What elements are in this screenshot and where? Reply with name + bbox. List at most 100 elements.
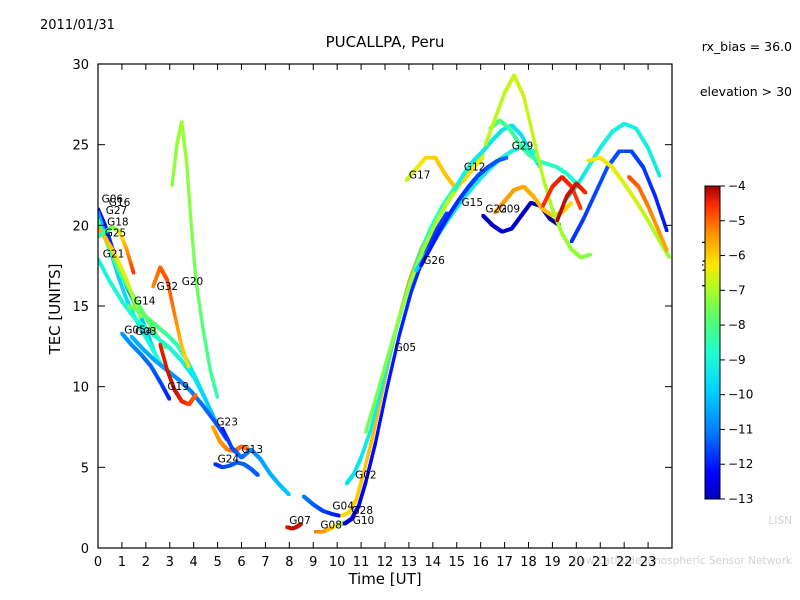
x-tick-label: 14 [425, 555, 442, 570]
data-series [120, 331, 171, 401]
satellite-label: G06 [102, 194, 124, 206]
y-tick-label: 20 [72, 219, 89, 234]
x-tick-label: 11 [353, 555, 370, 570]
colorbar-tick-label: −10 [728, 388, 753, 402]
x-tick-label: 17 [496, 555, 513, 570]
x-tick-label: 9 [309, 555, 317, 570]
elevation-text: elevation > 30 [699, 84, 792, 100]
satellite-label: G05 [395, 342, 417, 354]
data-series [158, 343, 198, 407]
satellite-label: G27 [106, 205, 128, 217]
x-tick-label: 18 [520, 555, 537, 570]
satellite-label: G21 [103, 249, 125, 261]
x-tick-label: 22 [616, 555, 633, 570]
x-tick-label: 23 [640, 555, 657, 570]
x-tick-label: 19 [544, 555, 561, 570]
satellite-label: G32 [157, 281, 179, 293]
data-series [302, 494, 341, 518]
colorbar-tick-label: −7 [728, 283, 746, 297]
x-tick-label: 20 [568, 555, 585, 570]
data-series [213, 460, 260, 477]
satellite-label: G23 [216, 416, 238, 428]
x-tick-label: 4 [190, 555, 198, 570]
x-tick-label: 5 [213, 555, 221, 570]
satellite-label: G04 [332, 500, 354, 512]
x-tick-label: 12 [377, 555, 394, 570]
satellite-label: G29 [512, 141, 534, 153]
y-tick-label: 30 [72, 58, 89, 73]
data-series [127, 304, 217, 423]
y-tick-label: 10 [72, 381, 89, 396]
x-tick-label: 10 [329, 555, 346, 570]
watermark-fullname: Low-Latitude Ionospheric Sensor Network [573, 554, 792, 567]
data-series [569, 149, 669, 244]
satellite-label: G17 [409, 170, 431, 182]
data-series [627, 175, 669, 252]
y-tick-label: 5 [81, 461, 89, 476]
y-tick-label: 0 [81, 542, 89, 557]
y-tick-label: 25 [72, 139, 89, 154]
watermark: LISN Low-Latitude Ionospheric Sensor Net… [574, 489, 792, 594]
satellite-label: G12 [464, 162, 486, 174]
satellite-label: G10 [353, 515, 375, 527]
x-tick-label: 16 [472, 555, 489, 570]
watermark-acronym: LISN [768, 515, 792, 528]
satellite-label: G07 [289, 515, 311, 527]
x-tick-label: 15 [448, 555, 465, 570]
data-series [419, 156, 509, 268]
satellite-label: G08 [320, 520, 342, 532]
colorbar-ticks: −4 −5 −6 −7 −8 −9 −10 −11 −12 −13 [720, 179, 753, 506]
y-tick-label: 15 [72, 300, 89, 315]
satellite-label: G05a [124, 324, 152, 336]
satellite-label: G25 [105, 228, 127, 240]
satellite-label: G26 [423, 255, 445, 267]
satellite-label: G15 [462, 197, 484, 209]
rx-bias-text: rx_bias = 36.0 [701, 38, 792, 54]
colorbar-tick-label: −4 [728, 179, 746, 193]
x-axis-label: Time [UT] [348, 570, 422, 588]
colorbar-tick-label: −8 [728, 318, 746, 332]
annotation-block: rx_bias = 36.0 elevation > 30 [700, 8, 792, 130]
satellite-label: G03 [135, 326, 157, 338]
satellite-label: G19 [167, 381, 189, 393]
colorbar-tick-label: −5 [728, 214, 746, 228]
x-tick-label: 0 [94, 555, 102, 570]
colorbar-tick-label: −11 [728, 422, 753, 436]
data-series [151, 265, 191, 369]
data-series [404, 153, 485, 189]
page-title: PUCALLPA, Peru [325, 33, 445, 51]
x-tick-label: 2 [142, 555, 150, 570]
satellite-label: G24 [218, 454, 240, 466]
data-series [220, 427, 291, 496]
date-label: 2011/01/31 [40, 18, 115, 33]
data-series [170, 120, 219, 399]
satellite-label: G02 [355, 470, 377, 482]
x-tick-label: 8 [285, 555, 293, 570]
satellite-label: G22 [485, 203, 507, 215]
satellite-label: G20 [182, 276, 204, 288]
satellite-label: G18 [107, 216, 129, 228]
satellite-label: G13 [242, 444, 264, 456]
colorbar-tick-label: −12 [728, 457, 753, 471]
data-series [452, 123, 542, 192]
data-series [285, 522, 303, 531]
x-tick-label: 1 [118, 555, 126, 570]
colorbar-tick-label: −13 [728, 492, 753, 506]
data-series [541, 175, 583, 210]
x-tick-label: 6 [237, 555, 245, 570]
colorbar-tick-label: −9 [728, 353, 746, 367]
data-series [483, 73, 592, 260]
satellite-label: G28 [352, 505, 374, 517]
colorbar-gradient [704, 185, 721, 500]
data-series [98, 225, 136, 275]
x-tick-label: 3 [166, 555, 174, 570]
satellite-label: G16 [109, 197, 131, 209]
data-series-group [98, 73, 671, 534]
x-tick-label: 21 [592, 555, 609, 570]
tick-group: 0 1 2 3 4 5 6 7 8 9 10 11 12 13 14 15 16 17 18 19 20 21 22 2305… [72, 58, 672, 570]
colorbar-tick-label: −6 [728, 249, 746, 263]
data-series [555, 181, 588, 223]
